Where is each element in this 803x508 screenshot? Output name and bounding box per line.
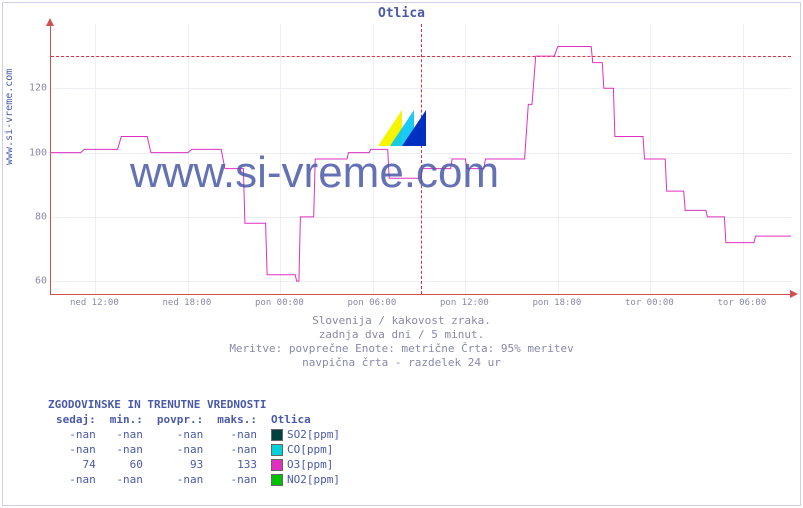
side-url-label: www.si-vreme.com [4, 69, 15, 165]
y-axis-arrow [46, 18, 54, 26]
cell-sedaj: -nan [50, 428, 102, 441]
stats-table: sedaj: min.: povpr.: maks.: Otlica -nan-… [48, 411, 348, 488]
legend-swatch [271, 459, 283, 471]
x-tick-label: pon 12:00 [440, 298, 489, 308]
hdr-povpr: povpr.: [151, 413, 209, 426]
stats-title: ZGODOVINSKE IN TRENUTNE VREDNOSTI [48, 398, 348, 411]
caption-line-2: zadnja dva dni / 5 minut. [0, 328, 803, 341]
cell-maks: 133 [211, 458, 263, 471]
caption-line-1: Slovenija / kakovost zraka. [0, 314, 803, 327]
plot-area: 6080100120 [50, 24, 791, 295]
chart-title: Otlica [0, 6, 803, 21]
hdr-sedaj: sedaj: [50, 413, 102, 426]
x-tick-label: pon 18:00 [533, 298, 582, 308]
x-tick-label: ned 12:00 [70, 298, 119, 308]
legend-swatch [271, 444, 283, 456]
x-tick-label: tor 06:00 [718, 298, 767, 308]
legend-swatch [271, 474, 283, 486]
cell-povpr: -nan [151, 443, 209, 456]
x-tick-label: tor 00:00 [625, 298, 674, 308]
stats-block: ZGODOVINSKE IN TRENUTNE VREDNOSTI sedaj:… [48, 398, 348, 488]
cell-povpr: 93 [151, 458, 209, 471]
x-tick-label: ned 18:00 [163, 298, 212, 308]
cell-min: -nan [104, 473, 149, 486]
table-row: -nan-nan-nan-nanSO2[ppm] [50, 428, 346, 441]
cell-series-label: NO2[ppm] [265, 473, 346, 486]
cell-sedaj: -nan [50, 443, 102, 456]
hdr-min: min.: [104, 413, 149, 426]
series-line [51, 24, 791, 294]
y-tick-label: 60 [21, 276, 47, 287]
cell-maks: -nan [211, 428, 263, 441]
cell-min: 60 [104, 458, 149, 471]
cell-maks: -nan [211, 443, 263, 456]
caption-line-3: Meritve: povprečne Enote: metrične Črta:… [0, 342, 803, 355]
caption-line-4: navpična črta - razdelek 24 ur [0, 356, 803, 369]
cell-series-label: CO[ppm] [265, 443, 346, 456]
y-tick-label: 120 [21, 83, 47, 94]
x-axis-arrow [790, 290, 798, 298]
legend-swatch [271, 429, 283, 441]
x-tick-label: pon 00:00 [255, 298, 304, 308]
stats-header-row: sedaj: min.: povpr.: maks.: Otlica [50, 413, 346, 426]
cell-series-label: O3[ppm] [265, 458, 346, 471]
y-tick-label: 100 [21, 147, 47, 158]
cell-series-label: SO2[ppm] [265, 428, 346, 441]
hdr-station: Otlica [265, 413, 346, 426]
cell-min: -nan [104, 428, 149, 441]
table-row: -nan-nan-nan-nanNO2[ppm] [50, 473, 346, 486]
cell-sedaj: 74 [50, 458, 102, 471]
cell-povpr: -nan [151, 428, 209, 441]
cell-povpr: -nan [151, 473, 209, 486]
cell-sedaj: -nan [50, 473, 102, 486]
x-tick-label: pon 06:00 [348, 298, 397, 308]
hdr-maks: maks.: [211, 413, 263, 426]
table-row: -nan-nan-nan-nanCO[ppm] [50, 443, 346, 456]
table-row: 746093133O3[ppm] [50, 458, 346, 471]
cell-min: -nan [104, 443, 149, 456]
y-tick-label: 80 [21, 211, 47, 222]
cell-maks: -nan [211, 473, 263, 486]
